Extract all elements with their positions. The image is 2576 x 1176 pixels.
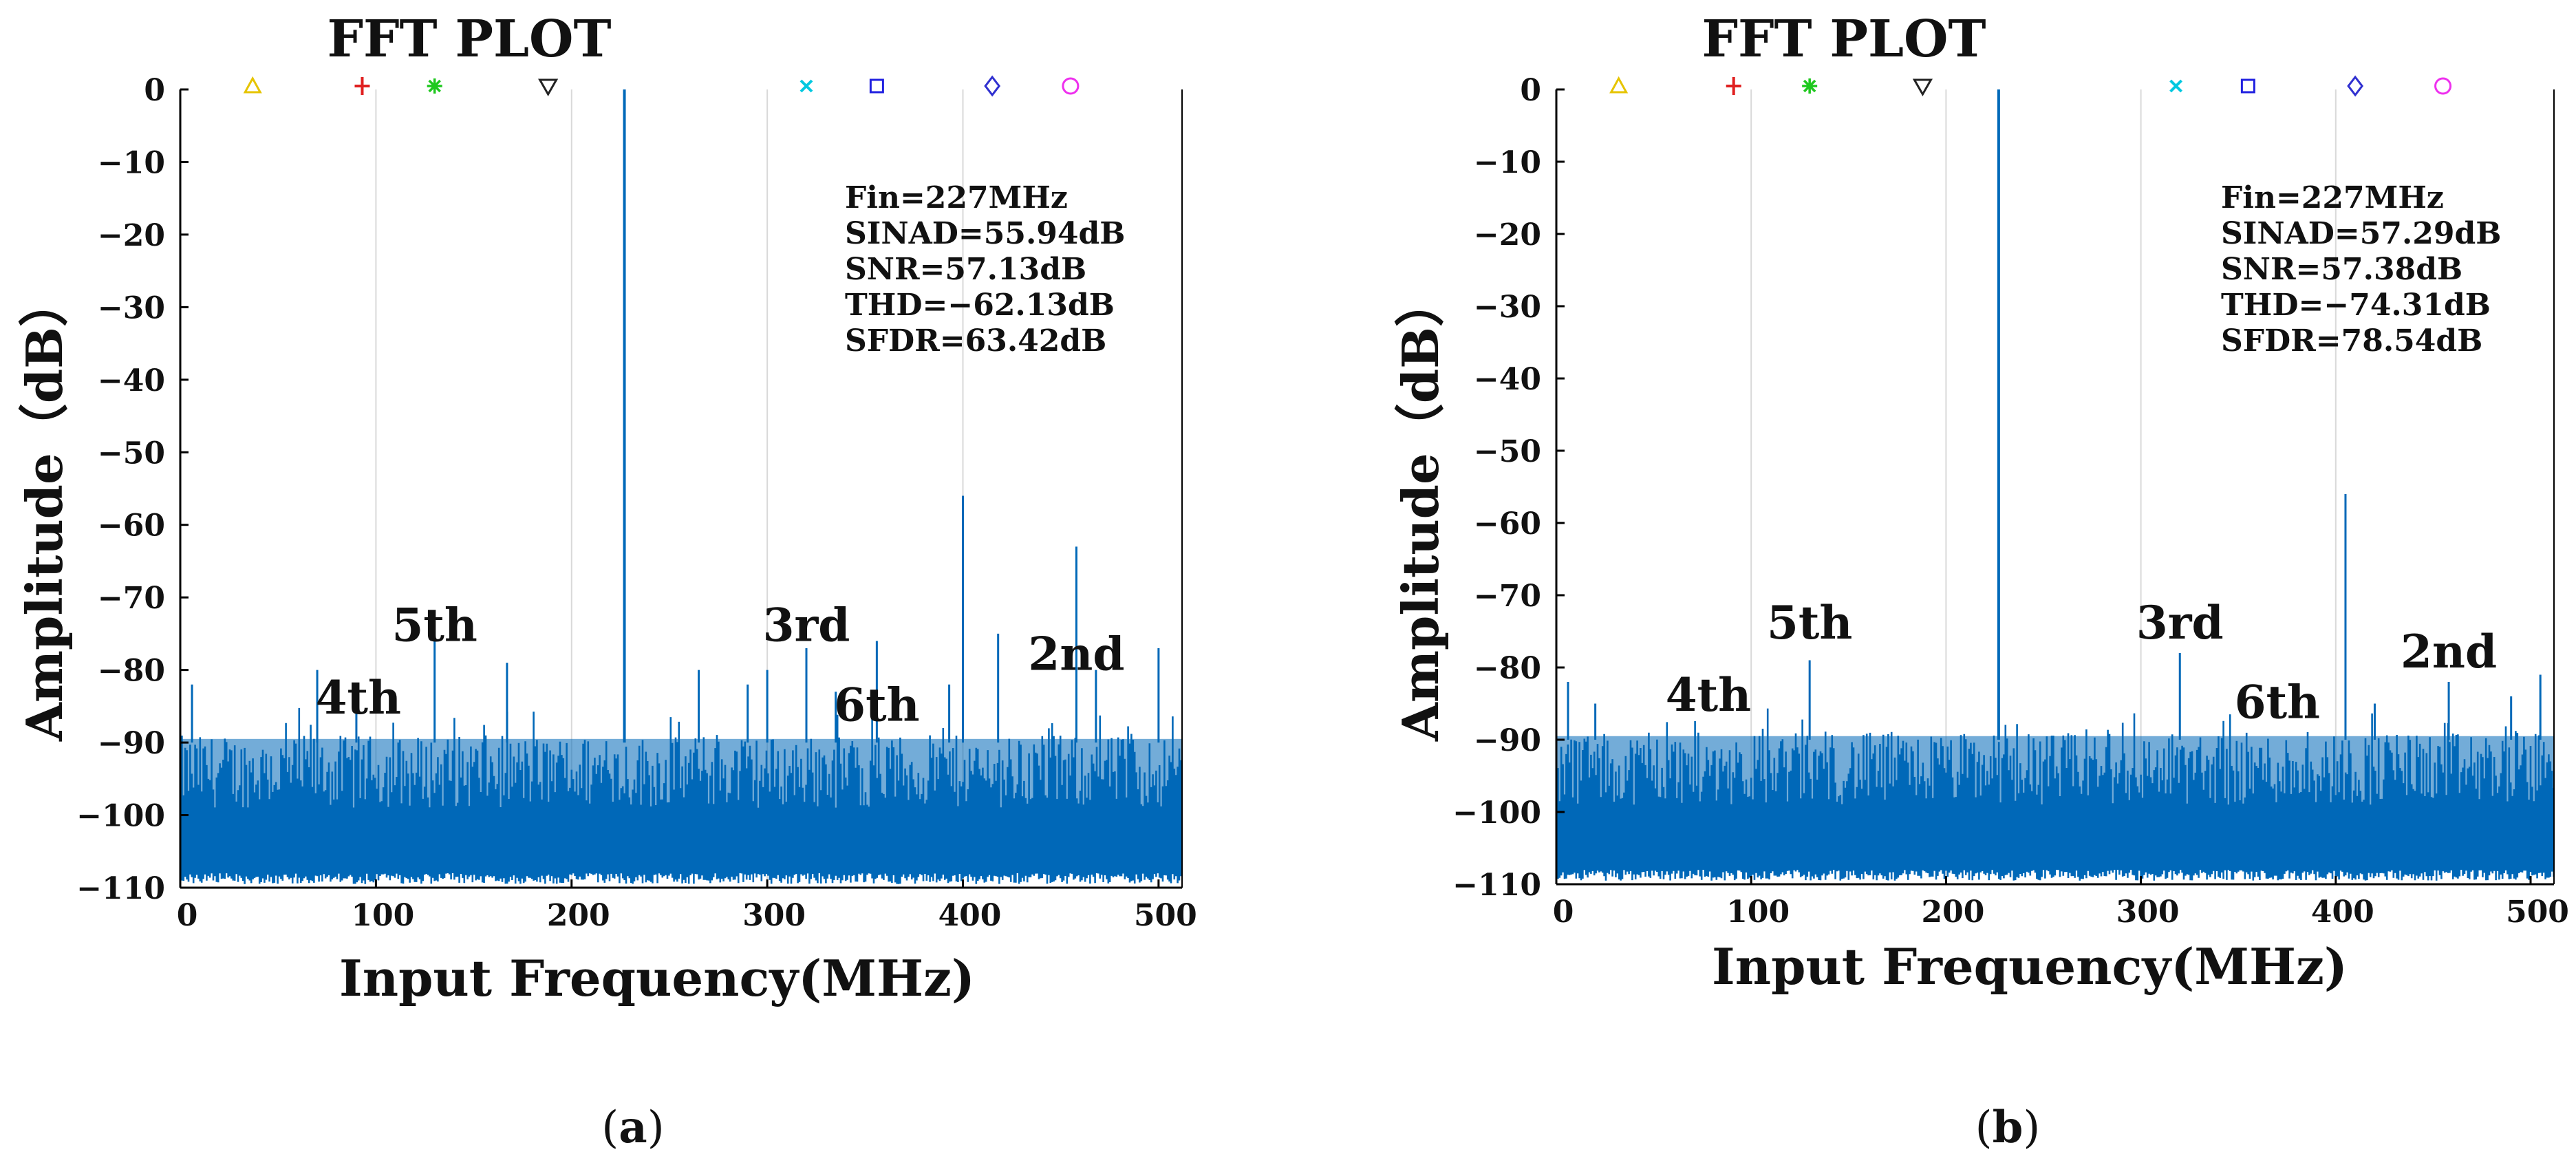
x-tick-label: 500 — [1134, 898, 1197, 933]
y-tick-label: −80 — [98, 654, 165, 689]
chart-title: FFT PLOT — [327, 10, 611, 69]
harmonic-label: 6th — [2235, 676, 2320, 729]
y-tick-label: −30 — [1474, 290, 1541, 325]
marker-triangle — [1609, 76, 1629, 94]
y-tick-label: −60 — [98, 509, 165, 544]
stats-line: SFDR=78.54dB — [2221, 323, 2482, 359]
harmonic-label: 3rd — [2136, 596, 2224, 650]
chart-title: FFT PLOT — [1702, 10, 1986, 69]
marker-tri-down — [1912, 78, 1933, 97]
y-tick-label: −100 — [76, 799, 165, 834]
plot-area: 0 −10 −20 −30 −40 −50 −60 −70 −80 −90 −100 −110 0 100… — [76, 73, 1197, 933]
stats-line: SINAD=57.29dB — [2221, 216, 2501, 251]
y-tick-label: −20 — [98, 218, 165, 253]
x-tick-label: 500 — [2506, 895, 2569, 930]
marker-diamond — [984, 75, 1001, 97]
y-tick-label: −10 — [98, 145, 165, 180]
x-tick-label: 400 — [2311, 895, 2374, 930]
plot-area: 0 −10 −20 −30 −40 −50 −60 −70 −80 −90 −100 −110 0 100… — [1452, 73, 2569, 930]
y-tick-label: 0 — [144, 73, 165, 108]
y-tick-label: −110 — [1452, 868, 1541, 903]
x-tick-label: 0 — [177, 898, 198, 933]
harmonic-label: 4th — [1666, 668, 1751, 722]
stats-line: SNR=57.38dB — [2221, 252, 2462, 287]
marker-plus — [354, 77, 370, 95]
y-tick-label: −90 — [1474, 723, 1541, 758]
panel-a: FFT PLOT Amplitude（dB） Input Frequency(M… — [15, 10, 1197, 1153]
harmonic-label: 4th — [316, 671, 401, 725]
harmonic-label: 5th — [391, 598, 477, 652]
marker-star — [1802, 78, 1818, 94]
harmonic-label: 5th — [1767, 596, 1852, 650]
harmonic-label: 2nd — [1028, 628, 1124, 681]
stats-line: Fin=227MHz — [2221, 180, 2444, 215]
stats-line: THD=−74.31dB — [2221, 288, 2491, 323]
y-tick-label: 0 — [1520, 73, 1541, 108]
y-tick-label: −50 — [98, 436, 165, 471]
marker-star — [427, 78, 442, 94]
y-tick-label: −60 — [1474, 506, 1541, 542]
x-tick-label: 100 — [351, 898, 414, 933]
marker-plus — [1726, 77, 1741, 95]
y-tick-label: −70 — [1474, 579, 1541, 614]
x-axis-label: Input Frequency(MHz) — [1712, 937, 2348, 996]
panel-caption: (a) — [601, 1102, 664, 1153]
marker-tri-down — [538, 78, 559, 97]
marker-square — [2240, 78, 2255, 94]
y-tick-label: −80 — [1474, 651, 1541, 686]
marker-circle — [1062, 77, 1080, 95]
marker-x — [799, 79, 813, 93]
stats-line: THD=−62.13dB — [845, 288, 1115, 323]
harmonic-label: 2nd — [2401, 625, 2497, 678]
y-tick-label: −100 — [1452, 795, 1541, 831]
x-tick-label: 300 — [742, 898, 806, 933]
y-tick-label: −70 — [98, 581, 165, 616]
x-tick-label: 200 — [1921, 895, 1984, 930]
harmonic-label: 6th — [834, 678, 919, 731]
x-tick-label: 200 — [547, 898, 610, 933]
stats-line: SINAD=55.94dB — [845, 216, 1125, 251]
stats-line: Fin=227MHz — [845, 180, 1068, 215]
x-axis-label: Input Frequency(MHz) — [339, 949, 975, 1007]
stats-line: SNR=57.13dB — [845, 252, 1086, 287]
stats-line: SFDR=63.42dB — [845, 323, 1106, 359]
noise-band — [1556, 736, 2554, 870]
marker-triangle — [243, 76, 262, 94]
y-tick-label: −110 — [76, 871, 165, 906]
x-tick-label: 400 — [938, 898, 1002, 933]
y-tick-label: −90 — [98, 726, 165, 761]
y-tick-label: −40 — [1474, 362, 1541, 397]
y-tick-label: −50 — [1474, 434, 1541, 469]
y-tick-label: −20 — [1474, 217, 1541, 253]
x-tick-label: 100 — [1726, 895, 1790, 930]
panel-b: FFT PLOT Amplitude（dB） Input Frequency(M… — [1391, 10, 2569, 1153]
panel-caption: (b) — [1975, 1102, 2041, 1153]
y-axis-label: Amplitude（dB） — [15, 277, 74, 742]
marker-circle — [2434, 77, 2452, 95]
noise-band — [180, 738, 1182, 873]
marker-diamond — [2347, 75, 2364, 97]
y-axis-label: Amplitude（dB） — [1391, 277, 1450, 742]
x-tick-label: 0 — [1553, 895, 1574, 930]
harmonic-label: 3rd — [763, 598, 850, 652]
y-tick-label: −40 — [98, 363, 165, 398]
marker-square — [869, 78, 884, 94]
x-tick-label: 300 — [2116, 895, 2180, 930]
marker-x — [2169, 79, 2183, 93]
y-tick-label: −30 — [98, 290, 165, 325]
y-tick-label: −10 — [1474, 145, 1541, 180]
